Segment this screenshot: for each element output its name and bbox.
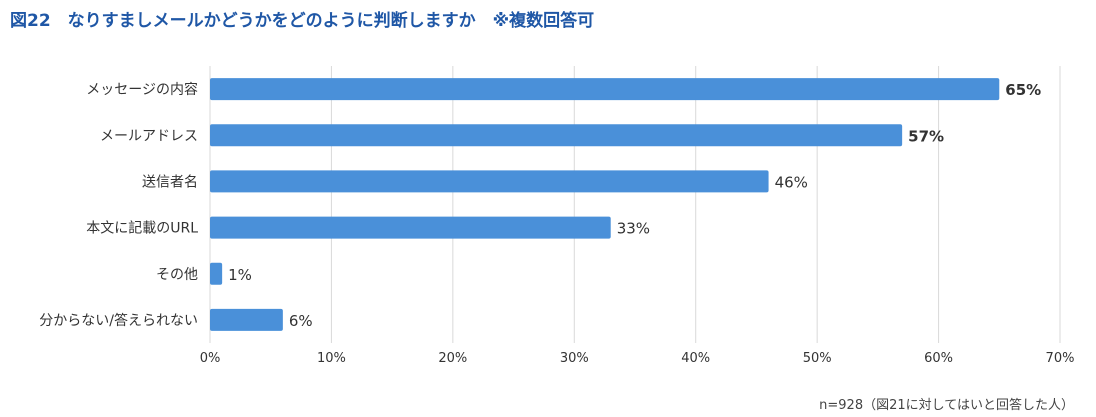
category-label: メッセージの内容 bbox=[86, 81, 198, 98]
bar bbox=[210, 78, 1000, 101]
data-label: 6% bbox=[289, 312, 313, 330]
category-label: メールアドレス bbox=[100, 128, 198, 144]
bar bbox=[210, 308, 283, 331]
data-label: 65% bbox=[1005, 81, 1041, 99]
x-tick-label: 30% bbox=[560, 351, 589, 366]
bar bbox=[210, 216, 611, 239]
category-label: その他 bbox=[156, 267, 198, 283]
category-label: 分からない/答えられない bbox=[39, 312, 198, 329]
data-label: 1% bbox=[228, 266, 252, 284]
x-tick-label: 0% bbox=[200, 351, 221, 366]
x-tick-label: 20% bbox=[438, 351, 467, 366]
data-label: 57% bbox=[908, 127, 944, 145]
data-label: 33% bbox=[617, 220, 650, 238]
x-tick-label: 60% bbox=[924, 351, 953, 366]
category-label: 送信者名 bbox=[142, 174, 198, 190]
x-tick-label: 50% bbox=[803, 351, 832, 366]
sample-note: n=928（図21に対してはいと回答した人） bbox=[819, 398, 1074, 413]
bar bbox=[210, 124, 903, 147]
bar bbox=[210, 170, 769, 193]
chart-title: 図22 なりすましメールかどうかをどのように判断しますか ※複数回答可 bbox=[10, 11, 595, 31]
x-tick-label: 70% bbox=[1046, 351, 1075, 366]
category-label: 本文に記載のURL bbox=[86, 220, 198, 237]
bar bbox=[210, 262, 223, 285]
data-label: 46% bbox=[775, 173, 808, 191]
x-tick-label: 10% bbox=[317, 351, 346, 366]
x-tick-label: 40% bbox=[681, 351, 710, 366]
